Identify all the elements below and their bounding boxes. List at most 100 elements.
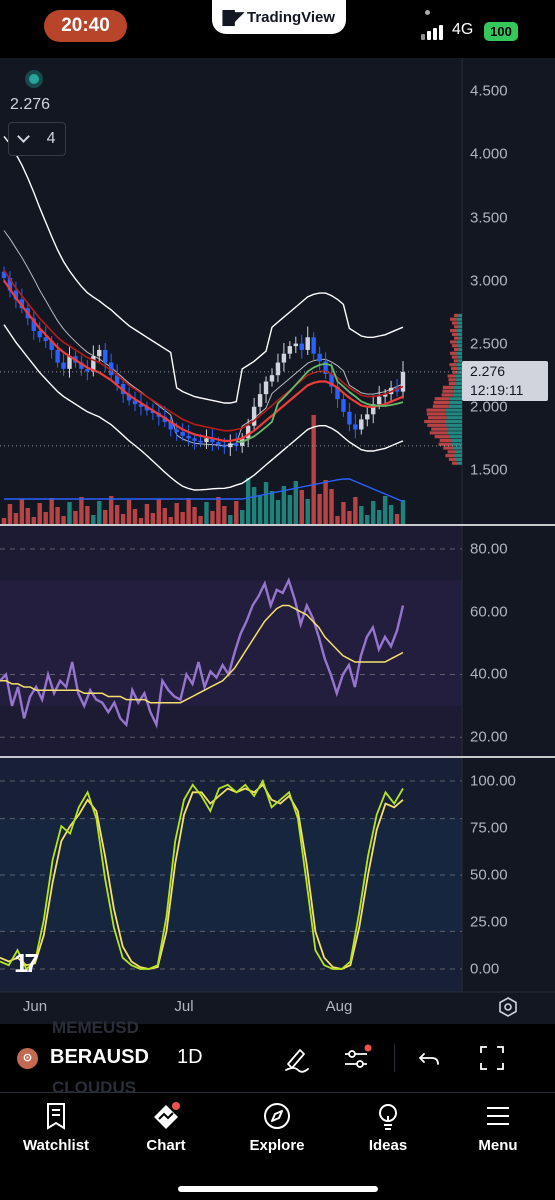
- tab-watchlist[interactable]: Watchlist: [6, 1101, 106, 1154]
- volume-profile-bar: [451, 461, 458, 465]
- volume-profile-bar: [449, 397, 462, 401]
- volume-bar: [371, 501, 376, 524]
- candle-body: [257, 394, 263, 407]
- symbol-name[interactable]: BERAUSD: [50, 1046, 149, 1068]
- volume-bar: [150, 513, 156, 524]
- volume-bar: [323, 480, 328, 524]
- volume-bar: [305, 499, 310, 524]
- volume-profile-bar: [453, 359, 459, 363]
- tab-explore[interactable]: Explore: [227, 1101, 327, 1154]
- volume-profile-bar: [448, 382, 457, 386]
- volume-bar: [376, 510, 382, 524]
- volume-bar: [37, 503, 42, 524]
- volume-profile-bar: [449, 435, 462, 439]
- volume-profile-bar: [449, 363, 457, 367]
- volume-profile-bar: [456, 363, 462, 367]
- candle-body: [174, 429, 179, 433]
- candle-body: [103, 349, 108, 363]
- lightbulb-icon: [379, 1104, 397, 1130]
- chart-canvas[interactable]: [0, 58, 555, 1024]
- candle-body: [198, 440, 203, 443]
- volume-bar: [31, 517, 36, 524]
- app-name-pill[interactable]: ▇◤ TradingView: [212, 0, 346, 34]
- candles: [1, 266, 406, 457]
- indicator-count: 4: [46, 130, 56, 147]
- toolbar-divider: [394, 1044, 395, 1072]
- candle-body: [347, 411, 352, 425]
- rsi-axis-label: 20.00: [470, 728, 508, 746]
- candle-body: [67, 356, 72, 369]
- price-axis-label: 1.500: [470, 461, 508, 479]
- volume-profile-bar: [446, 408, 462, 412]
- candle-body: [376, 396, 382, 405]
- volume-profile-bar: [438, 442, 452, 446]
- chart-area[interactable]: 2.276 4 4.500 4.000 3.500 3.000 2.500 2.…: [0, 58, 555, 1024]
- volume-profile-bar: [449, 317, 457, 321]
- bollinger-upper: [3, 135, 404, 404]
- app-name: TradingView: [246, 8, 336, 26]
- volume-bar: [400, 500, 406, 524]
- tradingview-logo-icon: ▇◤: [222, 9, 244, 26]
- last-price: 2.276: [10, 96, 51, 113]
- volume-bar: [341, 502, 346, 524]
- volume-profile-bar: [456, 317, 462, 321]
- status-indicator-dot: [425, 10, 430, 15]
- volume-bar: [168, 517, 173, 524]
- indicator-collapse-button[interactable]: 4: [8, 122, 66, 156]
- candle-body: [13, 290, 19, 300]
- volume-bar: [180, 512, 185, 524]
- volume-bar: [19, 499, 25, 524]
- bottom-tab-bar: Watchlist Chart Explore Ideas Menu: [0, 1092, 555, 1200]
- drawing-tools-icon[interactable]: [280, 1042, 312, 1074]
- volume-bar: [216, 497, 221, 524]
- volume-profile-bar: [457, 355, 462, 359]
- indicators-icon[interactable]: [340, 1042, 372, 1074]
- fullscreen-icon[interactable]: [476, 1042, 508, 1074]
- candle-body: [180, 432, 185, 436]
- bollinger-bands: [3, 135, 404, 491]
- volume-bar: [311, 415, 316, 524]
- volume-profile-bar: [457, 321, 462, 325]
- tab-chart[interactable]: Chart: [116, 1101, 216, 1154]
- volume-profile-bar: [456, 382, 462, 386]
- compass-icon: [264, 1103, 290, 1129]
- volume-bar: [251, 487, 257, 524]
- volume-profile-bar: [426, 408, 447, 412]
- stoch-indicator: [0, 778, 462, 971]
- volume-profile-bar: [448, 457, 457, 461]
- volume-profile-bar: [439, 438, 452, 443]
- volume-profile-bar: [451, 366, 458, 371]
- volume-bar: [132, 509, 138, 524]
- volume-profile-bar: [429, 431, 448, 435]
- candle-body: [269, 375, 275, 382]
- chart-settings-icon[interactable]: [497, 996, 519, 1018]
- volume-bar: [25, 508, 31, 524]
- volume-profile-bar: [458, 313, 462, 318]
- tab-label: Chart: [146, 1137, 186, 1154]
- stoch-axis-label: 0.00: [470, 960, 500, 978]
- candle-body: [353, 424, 358, 430]
- volume-bar: [85, 506, 90, 524]
- moving-averages: [3, 269, 404, 503]
- clock: 20:40: [44, 10, 127, 42]
- tab-menu[interactable]: Menu: [448, 1101, 548, 1154]
- volume-bar: [55, 507, 60, 524]
- candle-body: [91, 356, 96, 372]
- candle-body: [31, 318, 36, 331]
- volume-bar: [61, 516, 66, 524]
- volume-profile-bar: [431, 427, 449, 431]
- tab-ideas[interactable]: Ideas: [338, 1101, 438, 1154]
- volume-bar: [257, 496, 263, 524]
- candle-body: [216, 442, 221, 445]
- interval-selector[interactable]: 1D: [177, 1046, 203, 1068]
- volume-profile-bar: [457, 366, 462, 371]
- market-status-icon[interactable]: [25, 70, 43, 88]
- volume-bar: [263, 482, 269, 524]
- volume-bar: [353, 497, 358, 524]
- volume-bar: [204, 502, 209, 524]
- volume-profile-bar: [449, 340, 457, 344]
- undo-icon[interactable]: [414, 1042, 446, 1074]
- rsi-line: [0, 577, 405, 729]
- volume-profile-bar: [453, 325, 459, 329]
- volume-bar: [7, 504, 13, 524]
